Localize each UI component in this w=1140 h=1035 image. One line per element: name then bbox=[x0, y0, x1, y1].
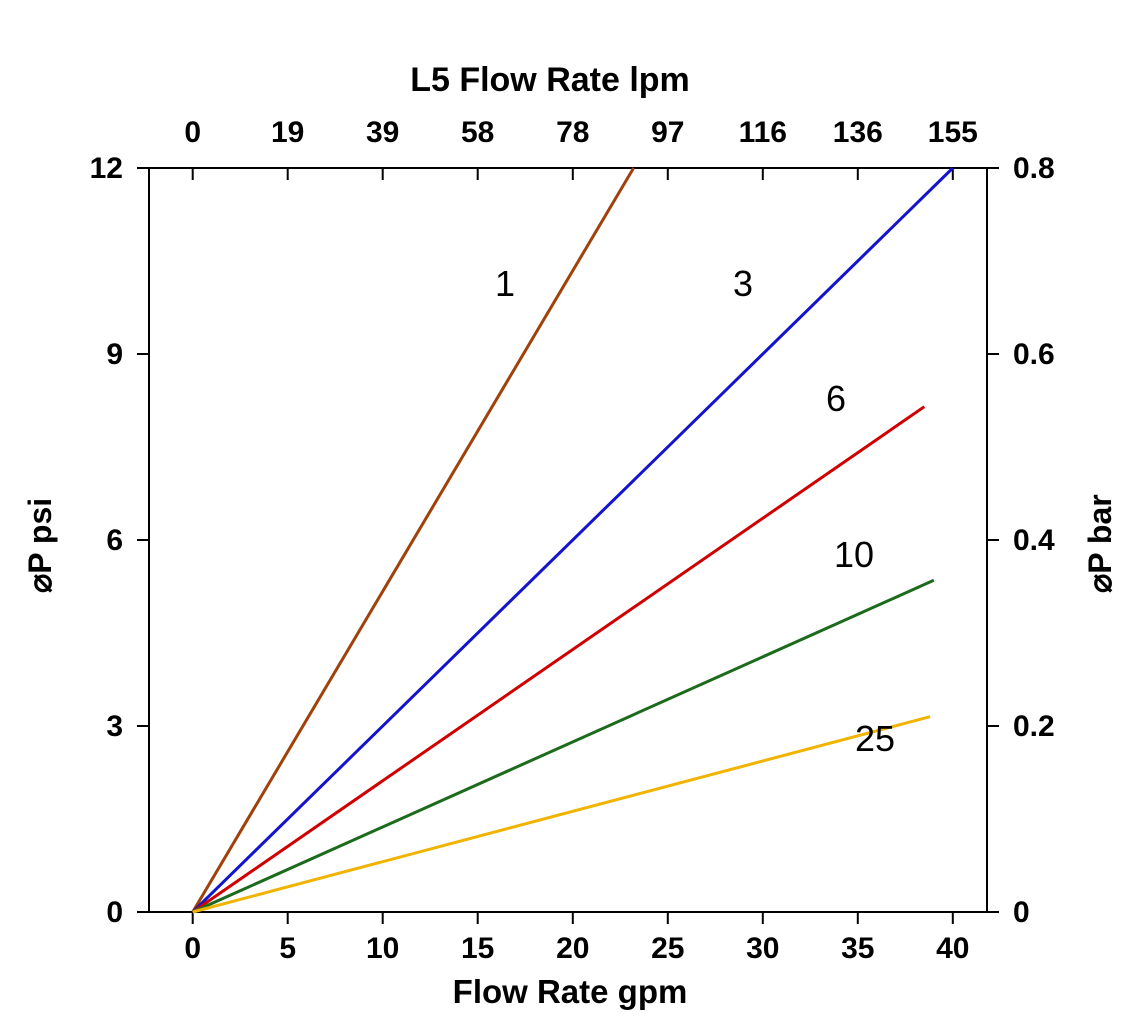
svg-text:19: 19 bbox=[271, 116, 304, 149]
svg-text:58: 58 bbox=[461, 116, 494, 149]
svg-text:136: 136 bbox=[833, 116, 883, 149]
svg-text:9: 9 bbox=[106, 338, 123, 371]
svg-text:25: 25 bbox=[855, 718, 895, 759]
svg-text:10: 10 bbox=[834, 534, 874, 575]
svg-text:20: 20 bbox=[556, 932, 589, 965]
svg-text:97: 97 bbox=[651, 116, 684, 149]
svg-text:40: 40 bbox=[936, 932, 969, 965]
svg-text:12: 12 bbox=[90, 152, 123, 185]
svg-text:10: 10 bbox=[366, 932, 399, 965]
svg-text:6: 6 bbox=[106, 524, 123, 557]
svg-text:15: 15 bbox=[461, 932, 494, 965]
svg-text:35: 35 bbox=[841, 932, 874, 965]
svg-text:116: 116 bbox=[739, 116, 787, 149]
svg-text:78: 78 bbox=[556, 116, 589, 149]
svg-text:0.8: 0.8 bbox=[1013, 152, 1055, 185]
svg-text:0.2: 0.2 bbox=[1013, 710, 1055, 743]
svg-text:0: 0 bbox=[184, 932, 201, 965]
svg-text:1: 1 bbox=[495, 263, 515, 304]
svg-text:30: 30 bbox=[746, 932, 779, 965]
svg-text:Flow Rate gpm: Flow Rate gpm bbox=[453, 973, 688, 1010]
svg-text:0.4: 0.4 bbox=[1013, 524, 1055, 557]
svg-text:0: 0 bbox=[184, 116, 201, 149]
svg-text:5: 5 bbox=[279, 932, 296, 965]
svg-text:155: 155 bbox=[928, 116, 978, 149]
svg-text:39: 39 bbox=[366, 116, 399, 149]
svg-text:0: 0 bbox=[106, 896, 123, 929]
svg-text:6: 6 bbox=[826, 378, 846, 419]
svg-text:25: 25 bbox=[651, 932, 684, 965]
svg-text:L5 Flow Rate lpm: L5 Flow Rate lpm bbox=[410, 61, 690, 99]
svg-text:0: 0 bbox=[1013, 896, 1030, 929]
svg-text:3: 3 bbox=[106, 710, 123, 743]
svg-text:3: 3 bbox=[733, 263, 753, 304]
svg-text:0.6: 0.6 bbox=[1013, 338, 1055, 371]
